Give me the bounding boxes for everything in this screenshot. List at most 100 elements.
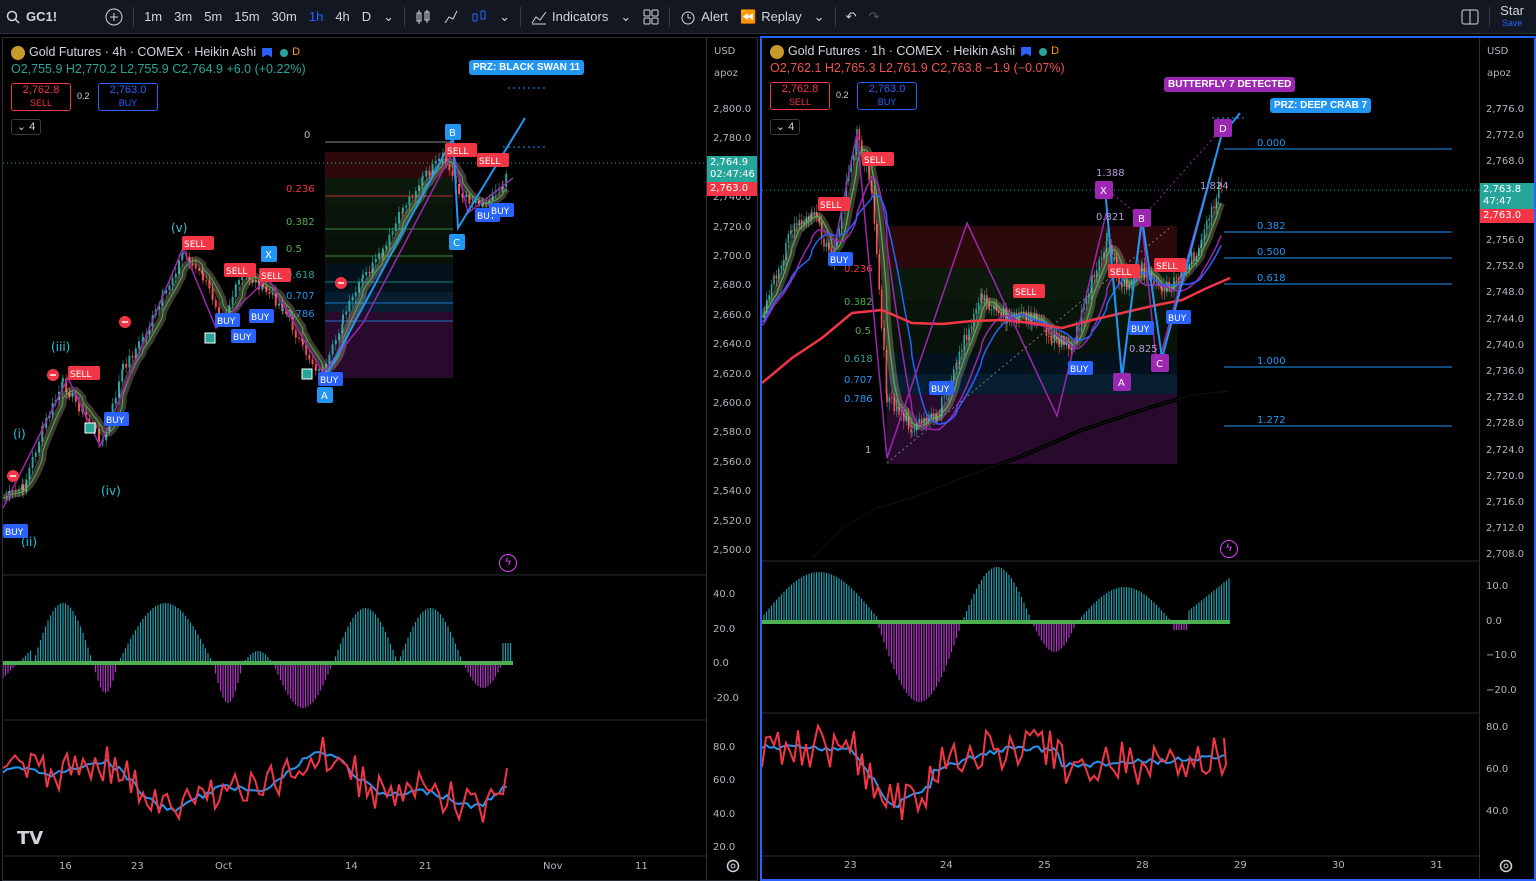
price-tick-label: 2,660.0 [713,309,752,321]
signal-badge-label: SELL [864,156,885,166]
candle-body [852,154,855,161]
candle-body [1013,313,1015,316]
date-tick-label: 29 [1234,860,1247,871]
candle-body [1098,259,1100,271]
candle-body [74,393,77,402]
candle-body [1163,291,1166,293]
candle-body [118,381,120,398]
rsi-line [3,737,508,823]
candle-body [1091,275,1093,286]
right-scale-mode[interactable]: apoz [1487,68,1511,79]
redo-button[interactable]: ↷ [862,0,885,34]
flag-icon[interactable] [262,47,273,58]
right-chart-pane[interactable]: 0.236 0.382 0.5 0.618 0.707 0.786 1 0.000 0.382 0… [762,38,1534,879]
tf-5m[interactable]: 5m [204,9,223,24]
right-sell-button[interactable]: 2,762.8 SELL [770,82,830,110]
candle-body [1203,229,1206,240]
candle-body [880,289,883,328]
left-lightning-icon[interactable]: ϟ [499,554,517,572]
candle-body [131,355,134,358]
replay-chevron-icon[interactable]: ⌄ [813,8,825,24]
layout-button[interactable] [637,0,665,34]
pattern-point-marker [1151,354,1169,372]
candle-body [1053,333,1056,343]
tf-dropdown-chevron-icon[interactable]: ⌄ [383,8,395,24]
indicators-button[interactable]: Indicators [525,0,614,34]
right-settings-button[interactable] [1498,858,1514,879]
signal-badge-label: BUY [217,317,236,327]
candle-body [414,190,417,198]
candle-body [482,202,484,205]
osc-tick-label: 10.0 [1486,581,1509,592]
add-symbol-button[interactable] [99,0,129,34]
tf-15m[interactable]: 15m [234,9,260,24]
indicators-chevron-icon[interactable]: ⌄ [620,8,632,24]
right-indicator-toggle[interactable]: ⌄ 4 [770,119,800,135]
left-chart-pane[interactable]: 0 0.236 0.382 0.5 0.618 0.707 0.786 X A B C (i) (ii)… [2,37,758,881]
fib-level-label: 0.500 [1257,247,1286,258]
candle-body [828,242,830,251]
tf-D[interactable]: D [361,9,372,24]
alert-button[interactable]: Alert [674,0,734,34]
left-chart-canvas[interactable]: 0 0.236 0.382 0.5 0.618 0.707 0.786 X A B C (i) (ii)… [3,38,758,881]
fullscreen-layout-button[interactable] [1455,0,1485,34]
candle-body [22,484,24,492]
candle-body [883,327,885,351]
tf-30m[interactable]: 30m [271,9,297,24]
check-marker-icon [204,332,216,344]
right-chart-canvas[interactable]: 0.236 0.382 0.5 0.618 0.707 0.786 1 0.000 0.382 0… [762,38,1534,879]
signal-badge [259,268,291,282]
candle-body [961,349,963,352]
undo-button[interactable]: ↶ [840,0,863,34]
left-currency[interactable]: USD [714,46,736,57]
left-sell-button[interactable]: 2,762.8 SELL [11,83,71,111]
right-currency[interactable]: USD [1487,46,1509,57]
left-buy-label: BUY [118,98,138,108]
candle-body [925,417,928,421]
tf-4h[interactable]: 4h [335,9,350,24]
fib-zone [887,374,1177,394]
candle-body [285,308,288,315]
left-price-axis[interactable]: USD apoz 2,800.02,780.02,760.02,740.02,7… [706,38,757,880]
flag-icon[interactable] [1021,46,1032,57]
bar-style-button[interactable] [409,0,437,34]
right-price-axis[interactable]: USD apoz 2,776.02,772.02,768.02,764.02,7… [1479,38,1534,879]
save-button[interactable]: Star Save [1494,0,1536,34]
left-legend: Gold Futures · 4h · COMEX · Heikin Ashi … [11,44,306,78]
candle-body [278,303,280,306]
candle-body [888,397,891,403]
left-scale-mode[interactable]: apoz [714,68,738,79]
tf-3m[interactable]: 3m [174,9,193,24]
candle-body [62,378,64,382]
candle-body [142,337,144,341]
right-last-price: 2,763.8 [1483,184,1522,195]
left-indicator-toggle[interactable]: ⌄ 4 [11,119,41,135]
pattern-point-label: D [1219,124,1227,135]
candle-body [34,452,37,458]
fib-zone [325,264,453,292]
osc-tick-label: 80.0 [1486,722,1509,733]
compare-button[interactable] [437,0,465,34]
osc-tick-label: 40.0 [1486,806,1509,817]
right-lightning-icon[interactable]: ϟ [1220,540,1238,558]
candle-body [1093,275,1096,278]
candle-body [876,223,878,254]
pattern-point-label: B [1138,214,1145,225]
left-settings-button[interactable] [725,858,741,879]
candle-body [505,173,508,188]
candle-body [371,262,374,273]
candle-body [855,144,857,155]
signal-badge [249,309,274,323]
heikin-ashi-button[interactable] [465,0,493,34]
tf-1h[interactable]: 1h [308,9,324,24]
delayed-badge-icon: D [292,46,301,58]
left-buy-button[interactable]: 2,763.0 BUY [98,83,158,111]
replay-button[interactable]: ⏪ Replay [734,0,808,34]
candle-body [955,363,957,370]
right-buy-button[interactable]: 2,763.0 BUY [857,82,917,110]
tf-1m[interactable]: 1m [144,9,163,24]
signal-badge-label: BUY [931,385,950,395]
search-icon [6,10,20,24]
symbol-search[interactable]: GC1! [0,0,63,34]
chart-type-chevron-icon[interactable]: ⌄ [499,8,510,24]
